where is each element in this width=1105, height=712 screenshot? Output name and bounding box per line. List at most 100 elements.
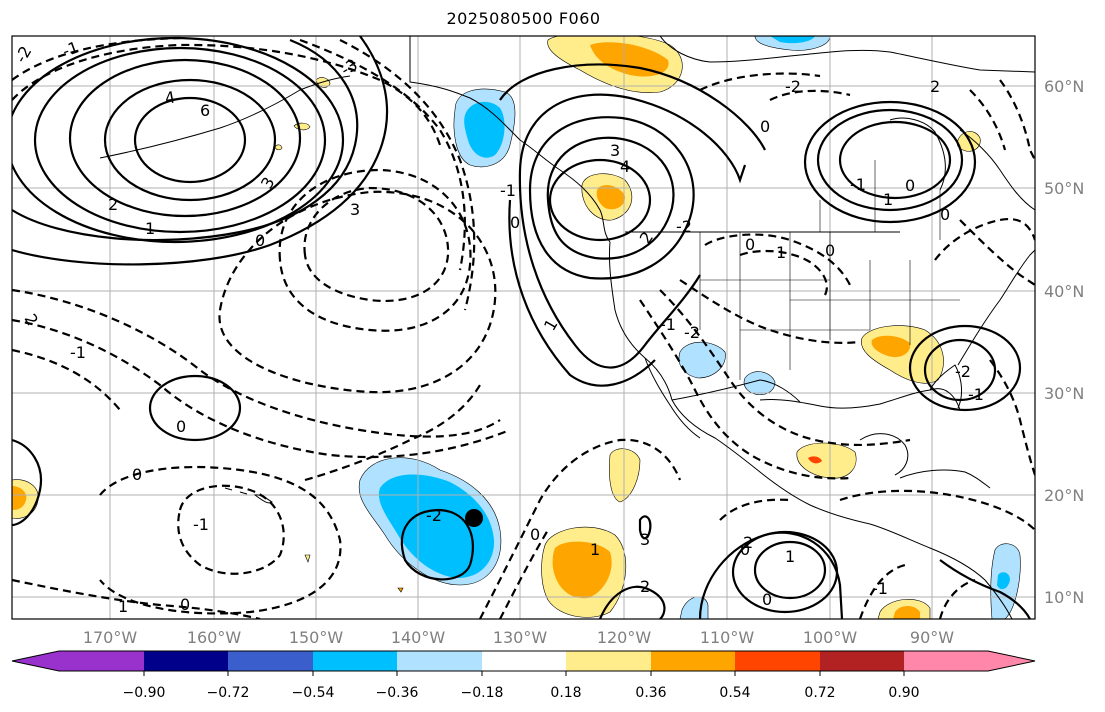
- contour-label: 1: [883, 190, 893, 209]
- contour-label: 4: [163, 87, 176, 107]
- contour-neg-central-2: [499, 529, 549, 619]
- coast-hudson: [889, 117, 946, 191]
- latitude-labels: 60°N 50°N 40°N 30°N 20°N 10°N: [1044, 77, 1084, 607]
- lat-label-10n: 10°N: [1044, 588, 1084, 607]
- fill-negative-alaska-dark: [464, 101, 505, 158]
- contour-label: -1: [193, 515, 209, 534]
- colorbar-outline: [11, 650, 1036, 672]
- contour-high-se-1: [908, 324, 1022, 412]
- lon-label-160w: 160°W: [187, 628, 242, 647]
- colorbar-tick-label: −0.72: [207, 685, 250, 701]
- longitude-labels: 170°W 160°W 150°W 140°W 130°W 120°W 110°…: [83, 628, 954, 647]
- colorbar-segment: [313, 651, 397, 671]
- contour-high-bottom-small-2: [638, 515, 652, 540]
- contour-high-bottom-2: [753, 540, 827, 600]
- contour-neg-mexico-3: [679, 279, 861, 344]
- contour-high-pnw-0: [499, 63, 766, 151]
- contour-label: 2: [636, 228, 657, 247]
- fill-negative-top: [754, 36, 831, 51]
- map-title: 2025080500 F060: [446, 9, 601, 28]
- colorbar-segment: [228, 651, 313, 671]
- coast-baja: [644, 357, 701, 439]
- colorbar-tick-label: 0.90: [888, 685, 919, 701]
- contour-label: 1: [590, 540, 600, 559]
- contours-negative: [12, 36, 1035, 619]
- contour-label: -1: [60, 37, 81, 60]
- colorbar-segment: [651, 651, 735, 671]
- contour-label: 2: [743, 533, 753, 552]
- storm-center-marker: [465, 509, 483, 527]
- contour-label: 0: [530, 525, 540, 544]
- contour-neg-rockies-1: [704, 233, 851, 286]
- contour-label: 0: [255, 231, 265, 250]
- contour-high-se-2: [923, 338, 997, 402]
- fill-positive-small-1: [293, 122, 311, 131]
- contour-high-pnw-0b: [508, 199, 656, 387]
- contour-high-west-6: [133, 96, 247, 184]
- coastlines: [99, 36, 1035, 619]
- contour-neg-canada-2: [699, 72, 821, 91]
- contour-neg-pacific-low: [99, 465, 342, 615]
- coast-aleutians: [99, 75, 351, 159]
- coast-yucatan: [859, 433, 909, 476]
- contour-neg-right-top-2: [969, 89, 1007, 151]
- contours: [12, 36, 1031, 619]
- lon-label-100w: 100°W: [803, 628, 858, 647]
- contour-neg-atl-2: [989, 359, 1035, 476]
- contour-neg-west-2: [278, 168, 472, 332]
- contour-high-pnw-1b: [518, 169, 701, 369]
- contour-neg-carib-1: [839, 489, 1035, 531]
- fill-negative-top-dark: [770, 36, 815, 44]
- contour-neg-north-3: [339, 39, 476, 311]
- fill-positive-speck-2: [397, 587, 404, 593]
- coast-cuba: [899, 469, 991, 489]
- contour-neg-carib-2: [719, 498, 791, 521]
- contour-label: 1: [785, 547, 795, 566]
- contour-neg-north-2: [299, 38, 466, 271]
- contour-high-east-1: [803, 100, 977, 224]
- colorbar-segment: [59, 651, 144, 671]
- contour-high-east-3: [838, 120, 952, 200]
- colorbar-segment: [735, 651, 820, 671]
- contour-neg-hawaii-0: [12, 578, 261, 619]
- lon-label-110w: 110°W: [700, 628, 755, 647]
- lon-label-120w: 120°W: [597, 628, 652, 647]
- contour-label: -2: [955, 362, 971, 381]
- contour-high-east-2: [816, 108, 964, 212]
- contour-label: -2: [684, 323, 700, 342]
- colorbar-tick-label: 0.18: [550, 685, 581, 701]
- contour-neg-west-0: [12, 288, 501, 438]
- contour-label: 1: [776, 243, 786, 262]
- fill-negative-mexico-1: [678, 341, 726, 379]
- colorbar-segment: [144, 651, 228, 671]
- contour-neg-right-top: [999, 79, 1035, 161]
- colorbar-segment: [482, 651, 566, 671]
- contour-label: 0: [905, 176, 915, 195]
- contour-label: -2: [676, 217, 692, 236]
- coast-east-us: [957, 249, 1035, 366]
- contour-neg-west-n2: [12, 348, 121, 411]
- gridlines: [12, 36, 1035, 619]
- contour-high-west-5: [103, 78, 277, 202]
- lon-label-90w: 90°W: [910, 628, 954, 647]
- fill-positive-small-3: [315, 77, 331, 88]
- contour-label: 3: [610, 141, 620, 160]
- contour-high-west-0: [12, 36, 389, 266]
- contour-label: -1: [660, 315, 676, 334]
- shaded-fills: [12, 36, 1021, 619]
- contour-high-mid-0: [148, 374, 242, 442]
- coast-alaska: [409, 36, 611, 243]
- fill-positive-bottom-orange: [893, 606, 920, 619]
- coast-hawaii-2: [224, 487, 248, 495]
- colorbar-tick-label: 0.36: [635, 685, 666, 701]
- lon-label-130w: 130°W: [493, 628, 548, 647]
- fill-positive-se-us-orange: [871, 335, 911, 358]
- lon-label-170w: 170°W: [83, 628, 138, 647]
- lat-label-20n: 20°N: [1044, 486, 1084, 505]
- fill-positive-epac-orange: [552, 541, 612, 599]
- colorbar-segment: [904, 651, 988, 671]
- lon-label-150w: 150°W: [289, 628, 344, 647]
- contour-label: -2: [785, 77, 801, 96]
- lat-label-60n: 60°N: [1044, 77, 1084, 96]
- coast-arctic: [659, 36, 1035, 73]
